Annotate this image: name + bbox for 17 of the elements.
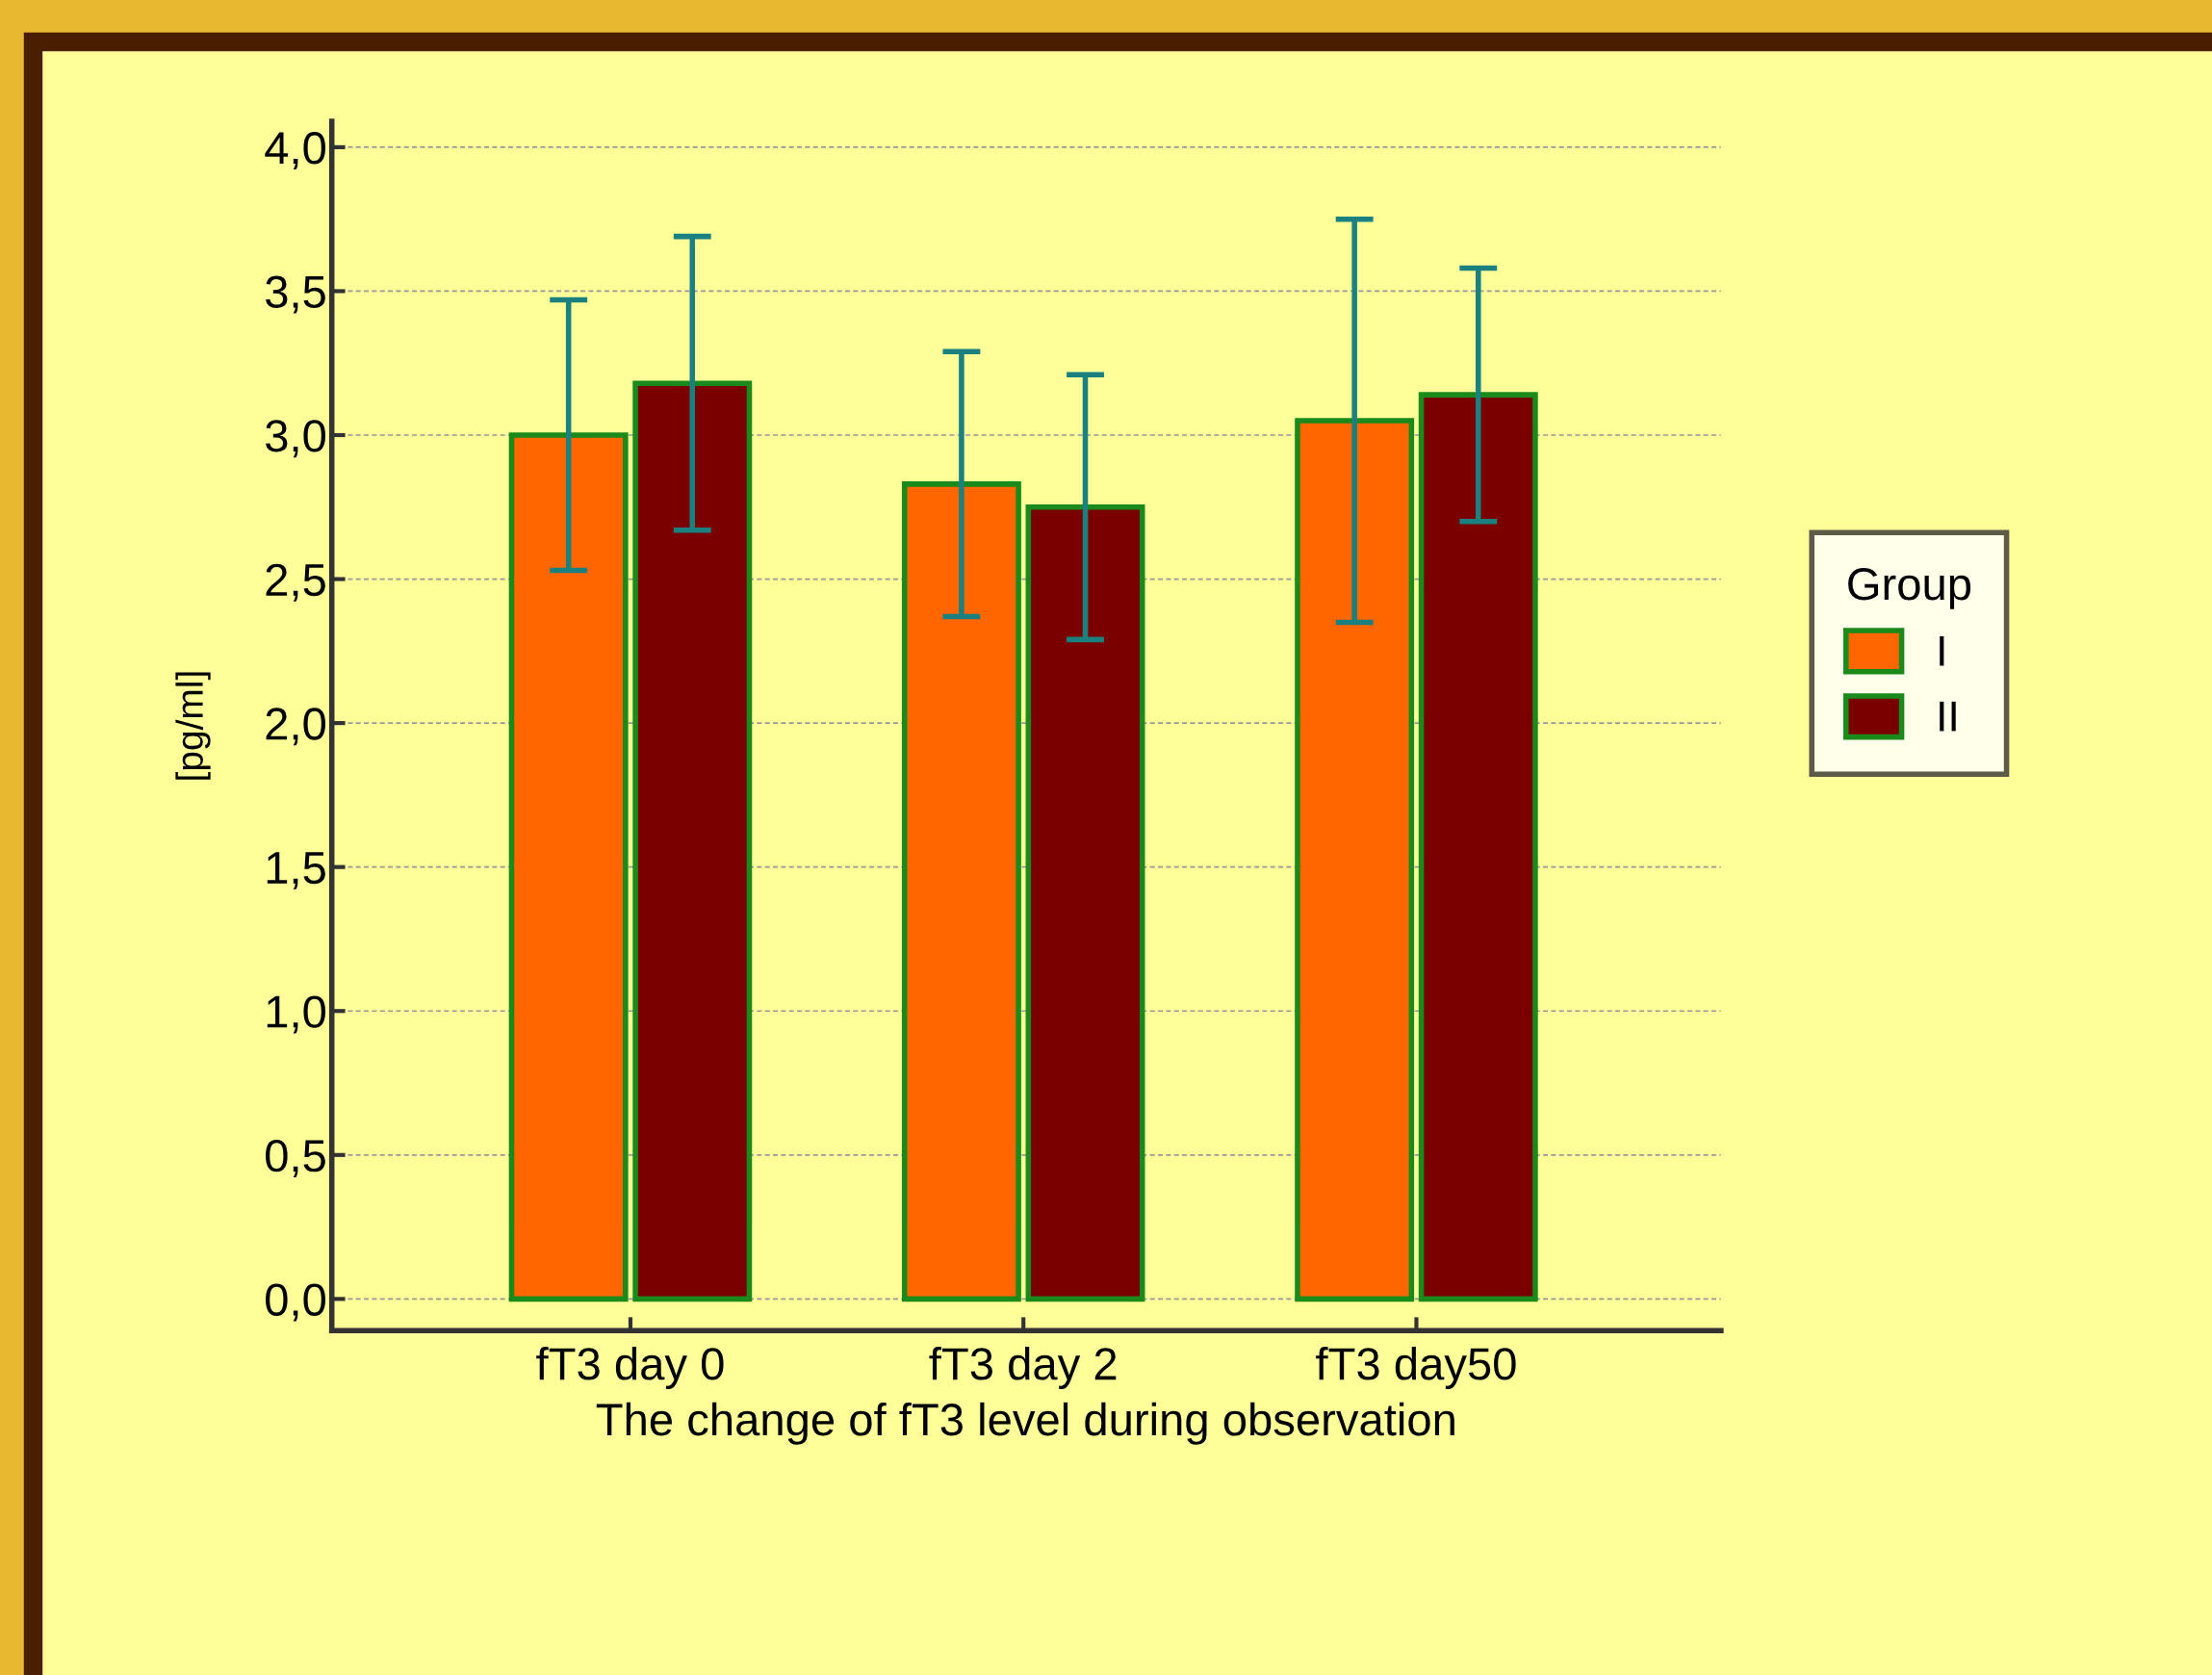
legend-label: II	[1940, 701, 1956, 732]
x-tick-label: fT3 day50	[1316, 1346, 1516, 1389]
y-axis-title: [pg/ml]	[175, 672, 211, 780]
legend-label: I	[1940, 635, 1944, 666]
y-tick-label: 0,0	[266, 1283, 325, 1322]
y-tick-label: 0,5	[266, 1139, 325, 1177]
y-tick-label: 4,0	[265, 132, 325, 170]
y-tick-label: 3,0	[266, 420, 325, 458]
legend-title: Group	[1848, 568, 1971, 609]
x-axis-title: The change of fT3 level during observation	[596, 1402, 1454, 1445]
y-tick-label: 2,5	[266, 563, 325, 602]
y-tick-label: 1,0	[267, 995, 325, 1034]
y-tick-label: 3,5	[266, 275, 325, 314]
x-tick-label: fT3 day 0	[536, 1346, 724, 1389]
y-tick-label: 1,5	[267, 852, 325, 889]
x-tick-label: fT3 day 2	[929, 1346, 1117, 1389]
y-tick-label: 2,0	[266, 708, 325, 746]
